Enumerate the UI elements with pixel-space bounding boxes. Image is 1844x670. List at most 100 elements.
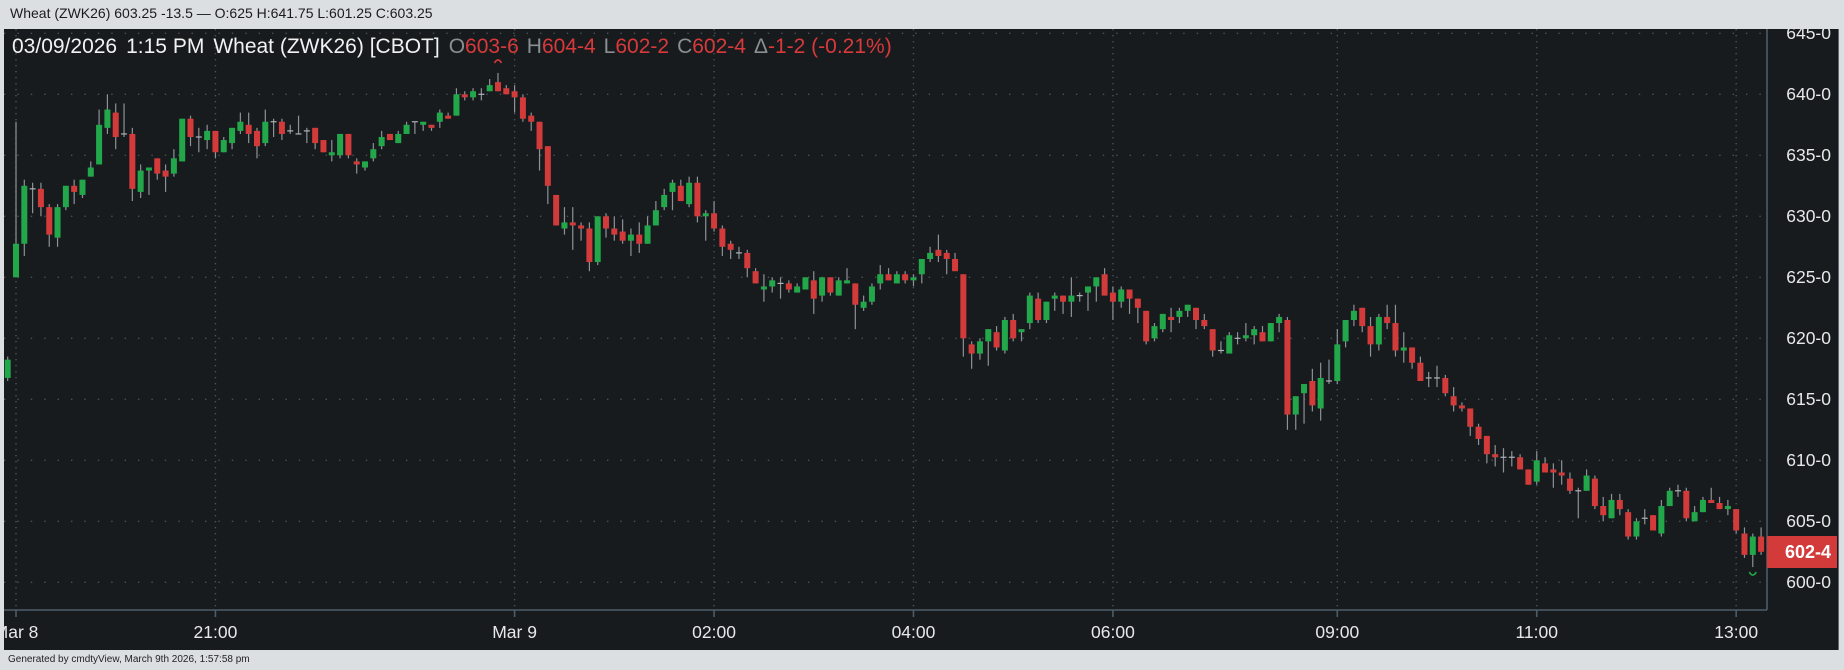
window-title: Wheat (ZWK26) 603.25 -13.5 — O:625 H:641…	[10, 5, 433, 21]
candle	[578, 222, 585, 241]
candle	[1758, 527, 1765, 555]
y-axis-label: 610-0	[1786, 450, 1831, 471]
candle-body-up	[627, 234, 634, 241]
candle-body-up	[1226, 335, 1233, 354]
candle-body-up	[104, 109, 111, 128]
candle	[337, 133, 344, 159]
candle-body-down	[677, 185, 684, 202]
candle-body-down	[827, 277, 834, 293]
candle-body-up	[1608, 499, 1615, 519]
candle	[420, 121, 427, 131]
candle-body-up	[1001, 320, 1008, 351]
candle	[1542, 457, 1549, 473]
candle	[1334, 329, 1341, 385]
open-value: 603-6	[465, 35, 519, 58]
candle-body-up	[1118, 289, 1125, 302]
candle	[1242, 323, 1249, 342]
candle	[1301, 384, 1308, 424]
session-low-marker-icon	[1748, 571, 1757, 576]
candle-body-down	[1616, 499, 1623, 510]
candle	[844, 268, 850, 284]
candle	[470, 88, 477, 101]
candle	[694, 176, 701, 223]
candle-body-down	[1143, 310, 1150, 342]
candle-body-down	[494, 82, 501, 92]
candle	[744, 249, 751, 278]
candle	[993, 326, 1000, 351]
candle	[636, 222, 643, 253]
header-time: 1:15 PM	[126, 35, 205, 58]
candle	[1176, 307, 1183, 324]
candle-body-up	[927, 252, 934, 259]
candle	[1575, 487, 1582, 519]
candle	[1450, 387, 1457, 412]
candle-body-down	[129, 133, 136, 189]
candle-body-up	[1301, 384, 1308, 394]
candle	[478, 88, 485, 101]
candle-body-up	[877, 274, 884, 284]
x-axis-label: 13:00	[1714, 622, 1759, 642]
candle-body-up	[4, 359, 11, 378]
candle	[544, 146, 551, 205]
candle	[1309, 368, 1316, 412]
candle-body-down	[503, 88, 510, 95]
candle	[1716, 496, 1723, 510]
candle-body-down	[1525, 469, 1532, 485]
candle-body-up	[436, 112, 443, 122]
y-axis-label: 600-0	[1786, 572, 1831, 593]
candle-body-down	[1010, 320, 1017, 339]
candle-body-up	[1084, 286, 1091, 293]
x-axis-label: 04:00	[891, 622, 936, 642]
candle-body-up	[87, 167, 94, 177]
y-axis-label: 640-0	[1786, 84, 1831, 105]
candle	[976, 338, 983, 360]
candle	[1051, 292, 1058, 311]
candle-body-up	[844, 280, 850, 284]
candle	[461, 91, 468, 101]
y-axis-label: 615-0	[1786, 389, 1831, 410]
candle	[1292, 396, 1299, 430]
candle	[328, 140, 335, 162]
candle-body-up	[769, 280, 776, 287]
candle	[1259, 326, 1266, 342]
candle	[661, 188, 668, 211]
candle	[1043, 301, 1050, 324]
candle	[511, 85, 518, 113]
candle-body-up	[170, 158, 177, 174]
candle	[1650, 515, 1657, 531]
candle-body-down	[71, 185, 78, 192]
candle	[1276, 313, 1283, 333]
candle	[893, 271, 900, 284]
candle	[1209, 329, 1216, 357]
candle	[711, 201, 718, 232]
candle-body-up	[860, 301, 867, 308]
candle-body-up	[893, 274, 900, 284]
candle-body-up	[1666, 490, 1673, 507]
candle-body-down	[528, 115, 535, 122]
candle	[312, 127, 319, 150]
candle-body-up	[686, 182, 693, 205]
candle-body-down	[1035, 298, 1042, 320]
candle-body-up	[1724, 506, 1731, 510]
chart-panel[interactable]: 03/09/2026 1:15 PM Wheat (ZWK26) [CBOT] O60…	[4, 29, 1839, 650]
candle	[702, 210, 709, 241]
candle	[453, 88, 460, 116]
candle	[54, 204, 61, 247]
candle-body-down	[960, 274, 967, 339]
candle	[1068, 277, 1075, 317]
candle	[1325, 359, 1332, 385]
candlestick-chart[interactable]	[4, 29, 1839, 650]
candle	[1675, 484, 1681, 497]
candle	[1691, 506, 1698, 522]
x-axis-label: 09:00	[1315, 622, 1360, 642]
candle-body-down	[1309, 381, 1316, 406]
candle	[1500, 448, 1507, 473]
candle	[13, 121, 19, 278]
candle-body-down	[1442, 377, 1449, 394]
candle-body-down	[1259, 332, 1266, 342]
candle-body-up	[644, 225, 651, 244]
candle-body-up	[145, 167, 152, 171]
candle	[1741, 527, 1748, 558]
candle	[112, 103, 119, 150]
candle	[370, 143, 377, 162]
